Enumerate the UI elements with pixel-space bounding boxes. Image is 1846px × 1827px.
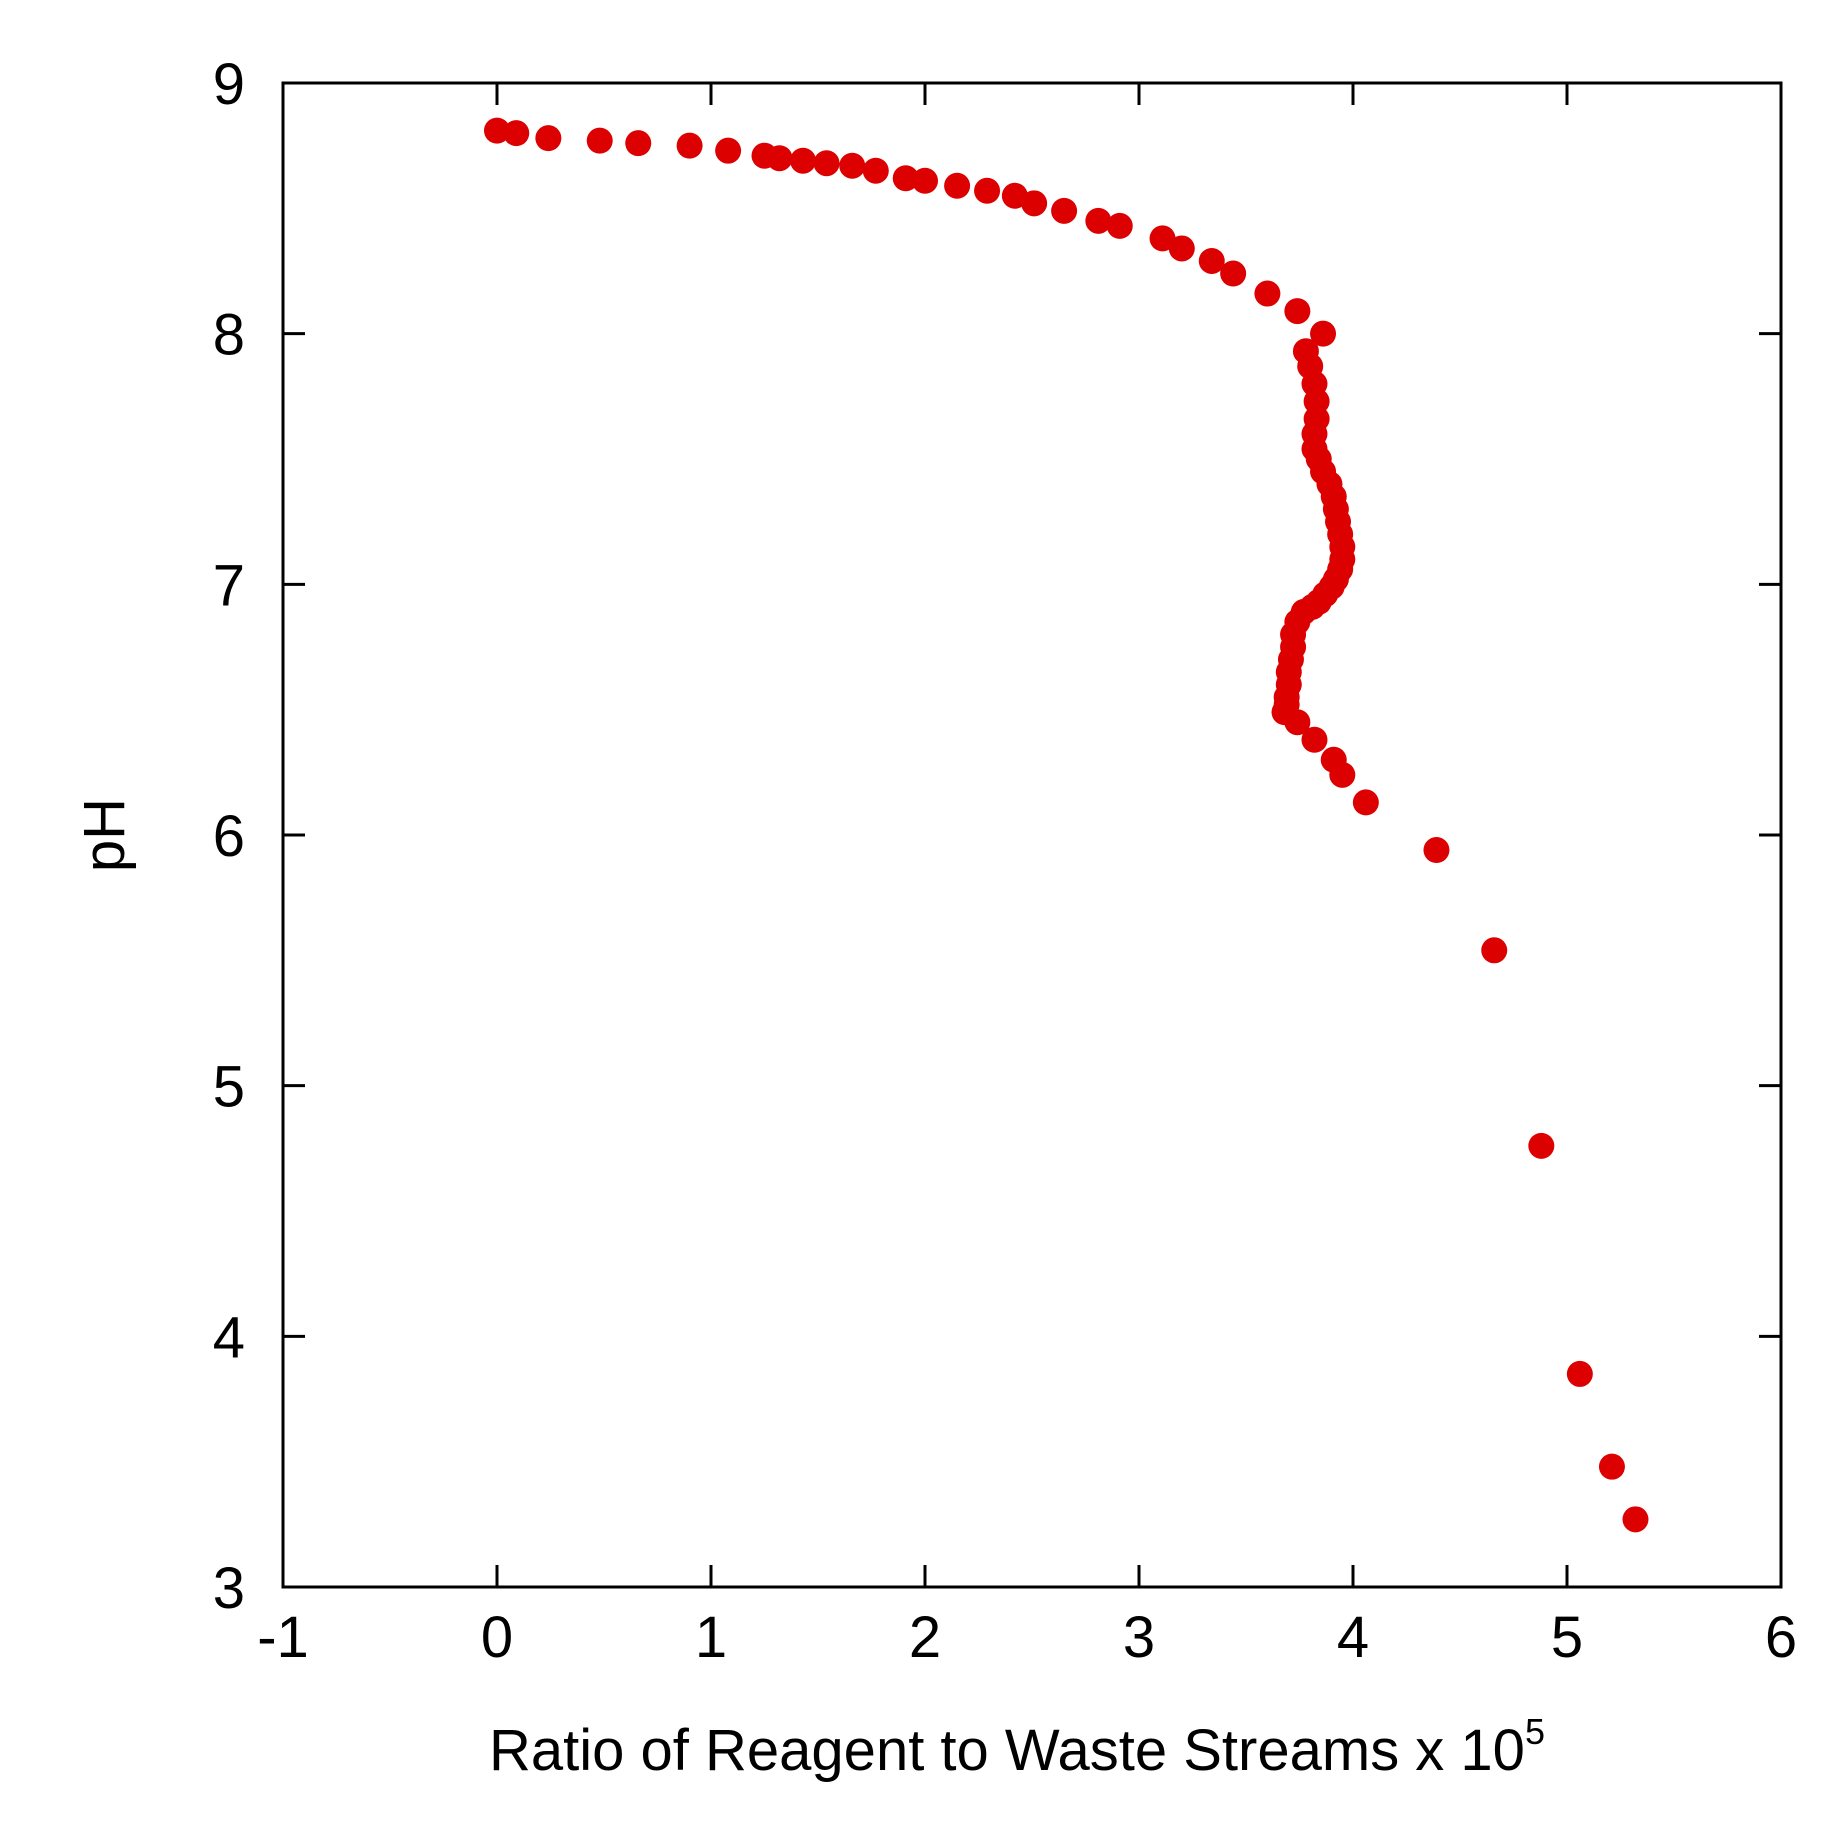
data-point: [484, 117, 510, 144]
data-point: [1310, 320, 1337, 347]
data-point: [892, 165, 919, 192]
data-point: [1198, 247, 1225, 274]
data-point: [1168, 235, 1195, 262]
data-point: [676, 132, 703, 159]
x-tick-label: 3: [1123, 1605, 1155, 1670]
x-tick-label: -1: [257, 1605, 309, 1670]
data-point: [1481, 937, 1508, 964]
data-point: [766, 145, 793, 172]
y-tick-label: 5: [213, 1055, 245, 1120]
data-point: [715, 137, 742, 164]
data-point: [535, 125, 562, 152]
x-tick-label: 0: [481, 1605, 513, 1670]
data-point: [1329, 761, 1356, 788]
data-point: [944, 172, 971, 199]
data-point: [1423, 837, 1450, 864]
data-point: [503, 120, 530, 147]
x-tick-label: 5: [1551, 1605, 1583, 1670]
data-point: [625, 130, 652, 157]
data-point: [1021, 190, 1048, 217]
data-point: [586, 127, 613, 154]
x-tick-label: 1: [695, 1605, 727, 1670]
x-tick-label: 6: [1765, 1605, 1797, 1670]
plot-area: [281, 81, 1783, 1589]
y-tick-label: 8: [213, 303, 245, 368]
y-axis-tick-labels: 3 4 5 6 7 8 9: [213, 52, 245, 1621]
data-point: [790, 147, 817, 174]
data-point: [1254, 280, 1281, 307]
data-point: [1284, 709, 1311, 736]
data-point: [813, 150, 840, 177]
data-point: [1622, 1506, 1649, 1533]
data-point: [1352, 789, 1379, 816]
data-point: [1085, 207, 1112, 234]
x-tick-label: 2: [909, 1605, 941, 1670]
x-tick-label: 4: [1337, 1605, 1369, 1670]
x-axis-label: Ratio of Reagent to Waste Streams x 105: [489, 1711, 1545, 1783]
x-axis-label-exponent: 5: [1525, 1711, 1545, 1752]
data-point: [912, 167, 938, 194]
y-tick-label: 4: [213, 1305, 245, 1370]
data-point: [1566, 1360, 1593, 1387]
y-tick-label: 7: [213, 553, 245, 618]
data-point: [1528, 1132, 1555, 1159]
data-point: [1051, 197, 1078, 224]
x-axis-tick-labels: -1 0 1 2 3 4 5 6: [257, 1605, 1797, 1670]
y-axis-label: pH: [72, 798, 137, 872]
x-axis-label-text: Ratio of Reagent to Waste Streams x 10: [489, 1718, 1525, 1783]
y-tick-label: 3: [213, 1556, 245, 1621]
data-point: [974, 177, 1001, 204]
scatter-series: [484, 117, 1649, 1533]
data-point: [1301, 726, 1328, 753]
data-point: [1598, 1453, 1625, 1480]
axis-ticks: [281, 81, 1783, 1589]
data-point: [1284, 298, 1311, 325]
data-point: [839, 152, 866, 179]
data-point: [1149, 225, 1176, 252]
y-tick-label: 9: [213, 52, 245, 117]
data-point: [1220, 260, 1247, 287]
y-tick-label: 6: [213, 804, 245, 869]
data-point: [862, 157, 889, 184]
data-point: [1106, 212, 1133, 239]
